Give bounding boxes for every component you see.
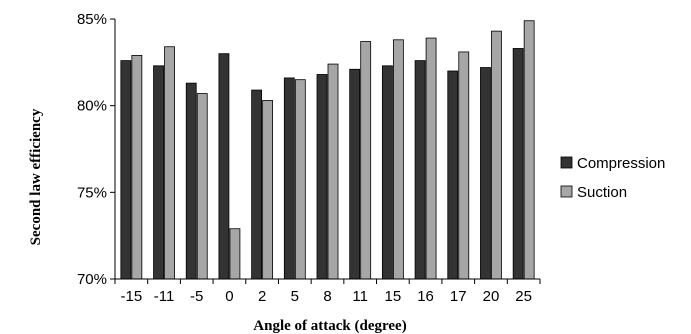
- x-axis-title: Angle of attack (degree): [253, 318, 406, 334]
- bar-suction-15: [392, 39, 404, 280]
- bar-compression-20: [480, 67, 491, 280]
- bar-suction-17: [458, 51, 470, 280]
- bar-compression--15: [120, 60, 132, 280]
- y-tick-label-75: 75%: [77, 184, 107, 201]
- bar-compression-2: [251, 89, 263, 280]
- y-tick-label-85: 85%: [77, 11, 107, 28]
- bar-suction-11: [360, 41, 372, 280]
- bar-suction--15: [131, 55, 143, 280]
- bar-suction-5: [294, 79, 306, 280]
- x-tick-label--11: -11: [154, 288, 175, 305]
- x-tick-label-20: 20: [483, 288, 500, 305]
- legend: Compression Suction: [560, 155, 665, 201]
- bar-suction--11: [164, 46, 175, 280]
- x-tick-label-11: 11: [352, 288, 368, 305]
- bar-suction-0: [229, 228, 241, 280]
- legend-swatch-compression: [560, 156, 573, 169]
- bar-compression-5: [283, 77, 295, 280]
- x-tick-label-15: 15: [385, 288, 402, 305]
- bar-suction-25: [523, 20, 535, 280]
- x-tick-label-8: 8: [323, 288, 331, 305]
- x-tick-label-16: 16: [417, 288, 434, 305]
- bar-compression-16: [414, 60, 426, 280]
- bar-compression--5: [185, 82, 197, 280]
- legend-label-compression: Compression: [577, 155, 665, 172]
- y-tick-label-80: 80%: [77, 98, 107, 115]
- bar-suction-8: [327, 63, 339, 280]
- x-tick-label--15: -15: [121, 288, 143, 305]
- x-tick-label-2: 2: [258, 288, 266, 305]
- bar-compression--11: [153, 65, 164, 280]
- bar-suction--5: [196, 93, 208, 280]
- x-tick-label-5: 5: [291, 288, 299, 305]
- bar-compression-11: [349, 68, 361, 280]
- bar-suction-20: [491, 30, 502, 280]
- bar-compression-0: [218, 53, 230, 280]
- x-tick-label-0: 0: [225, 288, 233, 305]
- y-axis-title: Second law efficiency: [28, 108, 44, 245]
- x-tick-label-17: 17: [450, 288, 467, 305]
- bar-compression-15: [381, 65, 393, 280]
- x-tick-label--5: -5: [190, 288, 203, 305]
- bar-suction-16: [425, 37, 437, 280]
- bar-compression-17: [447, 70, 459, 280]
- bar-compression-8: [316, 74, 328, 280]
- legend-swatch-suction: [560, 185, 573, 198]
- y-tick-label-70: 70%: [77, 271, 107, 288]
- plot-area: 70%75%80%85%-15 -11 -5 0 2 5 8 11 15 16 17 20 25: [77, 11, 541, 305]
- x-tick-label-25: 25: [515, 288, 532, 305]
- bar-compression-25: [512, 48, 524, 280]
- legend-label-suction: Suction: [577, 184, 627, 201]
- bar-suction-2: [262, 100, 274, 280]
